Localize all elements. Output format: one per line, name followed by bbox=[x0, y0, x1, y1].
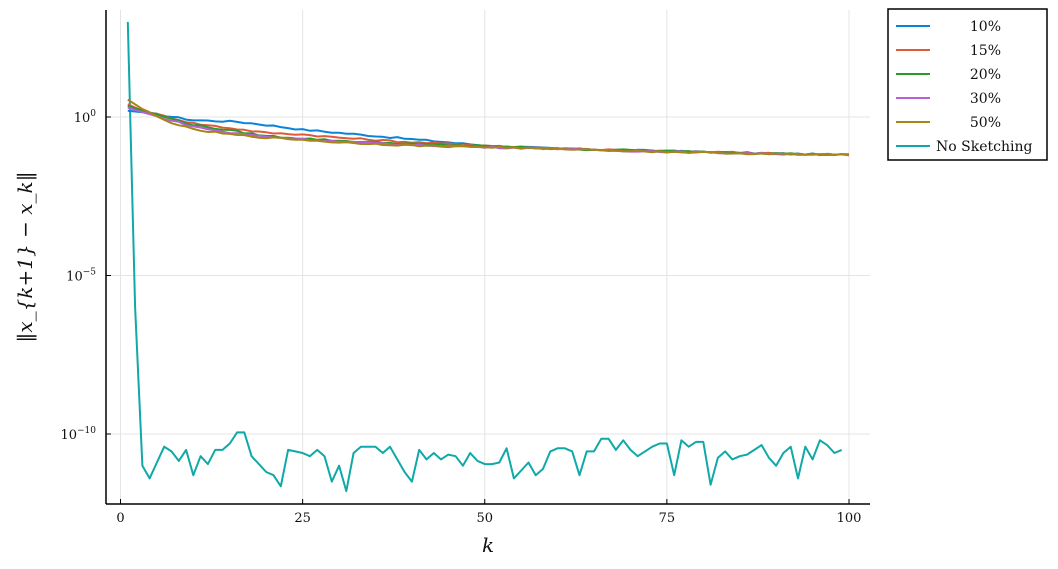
legend-label: 30% bbox=[970, 91, 1001, 107]
y-tick-label: 10−5 bbox=[66, 268, 96, 285]
legend-box bbox=[887, 8, 1048, 161]
y-axis-label: ‖x_{k+1} − x_k‖ bbox=[13, 171, 38, 342]
y-tick-label: 10−10 bbox=[60, 426, 96, 443]
legend: 10% 15% 20% 30% 50% No Sketching bbox=[887, 8, 1048, 161]
grid-lines bbox=[106, 10, 870, 504]
legend-label: 15% bbox=[970, 43, 1001, 59]
y-tick-label: 100 bbox=[74, 109, 97, 126]
x-tick-label: 100 bbox=[837, 511, 862, 526]
axes bbox=[105, 10, 870, 505]
legend-label: 50% bbox=[970, 115, 1001, 131]
y-tick-labels: 100 10−5 10−10 bbox=[60, 109, 111, 443]
x-tick-label: 75 bbox=[659, 511, 676, 526]
series-layer bbox=[126, 21, 850, 493]
x-tick-label: 0 bbox=[116, 511, 124, 526]
x-tick-labels: 0 25 50 75 100 bbox=[116, 499, 861, 526]
x-tick-label: 25 bbox=[294, 511, 311, 526]
series-line-no-sketching bbox=[126, 21, 843, 493]
series-line-50- bbox=[127, 98, 850, 156]
legend-label: 20% bbox=[970, 67, 1001, 83]
legend-label: 10% bbox=[970, 19, 1001, 35]
legend-label: No Sketching bbox=[936, 139, 1032, 155]
x-axis-label: k bbox=[482, 533, 494, 557]
x-tick-label: 50 bbox=[476, 511, 493, 526]
